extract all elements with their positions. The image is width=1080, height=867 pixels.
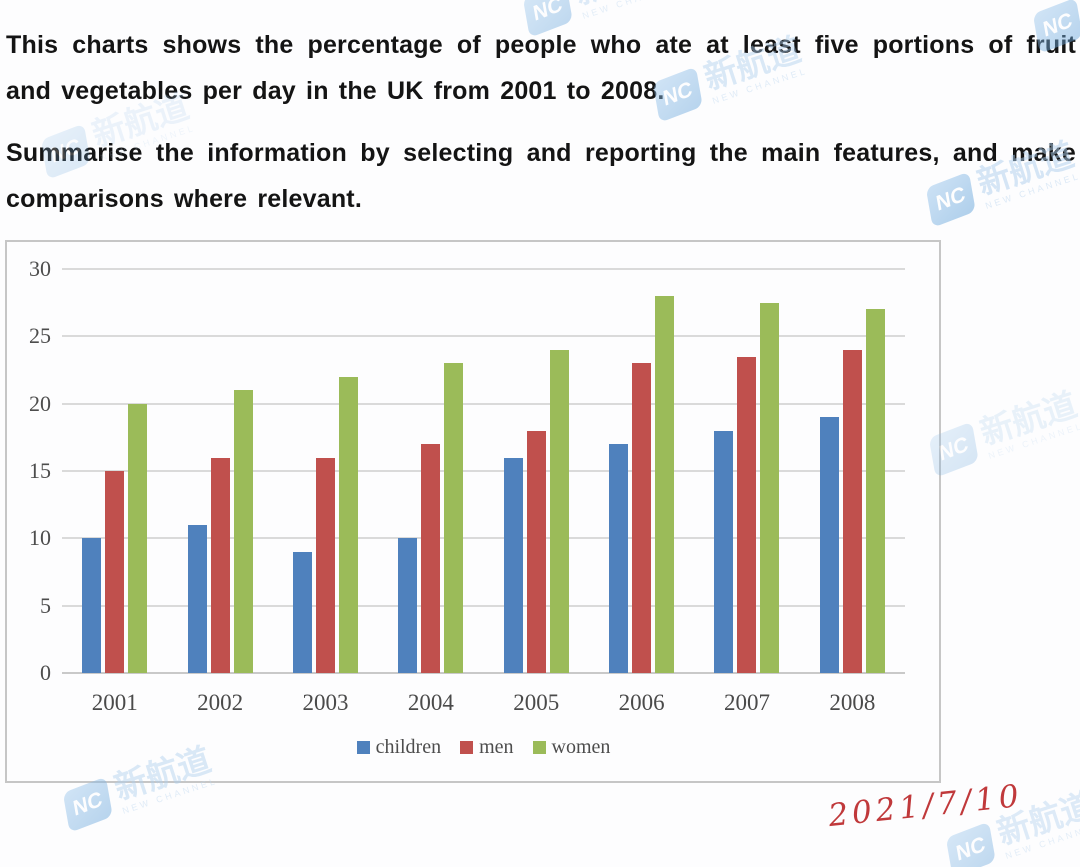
y-axis-tick-30: 30 (29, 256, 51, 281)
legend-swatch-men (460, 741, 474, 754)
legend-label-children: children (375, 736, 442, 758)
y-axis-tick-25: 25 (29, 323, 51, 349)
watermark-subtext: NEW CHANNEL (580, 0, 679, 21)
legend-item-men: men (460, 736, 514, 759)
bar-group-2002 (167, 269, 272, 673)
watermark-brand-text: 新航道 (975, 385, 1080, 452)
bar-women-2004 (444, 363, 464, 673)
bar-group-2007 (694, 269, 799, 673)
bar-men-2001 (105, 471, 125, 673)
bar-women-2007 (760, 302, 780, 673)
x-axis-tick-2007: 2007 (723, 690, 770, 715)
bar-children-2006 (609, 444, 629, 673)
x-axis-tick-2002: 2002 (197, 690, 244, 715)
watermark-nc-icon: NC (62, 775, 113, 833)
bar-groups (62, 269, 905, 673)
bar-women-2005 (549, 349, 569, 673)
watermark-nc-icon: NC (945, 820, 996, 867)
bar-women-2003 (338, 376, 358, 673)
legend-label-men: men (479, 736, 514, 758)
bar-children-2003 (292, 551, 312, 673)
prompt-line-2: Summarise the information by selecting a… (6, 139, 1076, 213)
legend-swatch-children (356, 741, 370, 754)
y-axis-tick-10: 10 (29, 525, 51, 551)
bar-men-2005 (526, 430, 546, 673)
x-axis-tick-2001: 2001 (91, 690, 138, 715)
bar-men-2006 (632, 363, 652, 673)
watermark-subtext: NEW CHANNEL (986, 420, 1080, 461)
watermark-subtext: NEW CHANNEL (1003, 820, 1080, 861)
bar-children-2008 (819, 417, 839, 673)
bar-chart-panel: 2001 2002 2003 2004 2005 2006 2007 2008 childre… (5, 240, 941, 783)
bar-women-2001 (128, 403, 148, 673)
bar-children-2007 (714, 430, 734, 673)
handwritten-date: 2021/7/10 (826, 777, 1025, 835)
bar-children-2005 (503, 457, 523, 673)
x-axis-tick-2004: 2004 (407, 690, 454, 715)
bar-children-2001 (82, 538, 102, 673)
task-prompt: This charts shows the percentage of peop… (6, 22, 1076, 222)
plot-area (62, 268, 905, 674)
bar-men-2002 (210, 457, 230, 673)
y-axis-tick-20: 20 (29, 390, 51, 416)
bar-group-2001 (62, 269, 167, 673)
bar-men-2004 (421, 444, 441, 673)
bar-group-2005 (484, 269, 589, 673)
y-axis-tick-0: 0 (40, 660, 51, 685)
bar-group-2004 (378, 269, 483, 673)
bar-women-2002 (233, 390, 253, 673)
gridline-y-15 (62, 470, 905, 472)
watermark-brand-text: 新航道 (570, 0, 676, 11)
bar-children-2004 (398, 538, 418, 673)
chart-legend: children men women (62, 736, 905, 759)
gridline-y-20 (62, 402, 905, 405)
gridline-y-10 (62, 537, 905, 540)
x-axis-tick-2006: 2006 (618, 690, 665, 715)
gridline-y-5 (62, 604, 905, 607)
x-axis-tick-2003: 2003 (302, 690, 349, 715)
gridline-y-0 (62, 672, 905, 674)
bar-group-2008 (800, 269, 905, 673)
legend-item-children: children (356, 736, 442, 759)
x-axis-tick-2008: 2008 (829, 690, 876, 715)
bar-men-2003 (315, 457, 335, 673)
gridline-y-25 (62, 335, 905, 338)
bar-women-2006 (655, 295, 675, 673)
bar-men-2008 (842, 349, 862, 673)
y-axis-tick-15: 15 (29, 458, 51, 483)
legend-label-women: women (551, 736, 611, 758)
bar-group-2006 (589, 269, 694, 673)
x-axis-tick-2005: 2005 (513, 690, 560, 715)
gridline-y-30 (62, 268, 905, 270)
bar-women-2008 (865, 309, 885, 673)
legend-item-women: women (532, 736, 611, 759)
bar-men-2007 (737, 356, 757, 673)
bar-children-2002 (187, 524, 207, 673)
x-axis-labels: 2001 2002 2003 2004 2005 2006 2007 2008 (62, 690, 905, 716)
y-axis-tick-5: 5 (40, 592, 51, 618)
legend-swatch-women (532, 741, 546, 754)
bar-group-2003 (273, 269, 378, 673)
prompt-line-1: This charts shows the percentage of peop… (6, 31, 1076, 105)
